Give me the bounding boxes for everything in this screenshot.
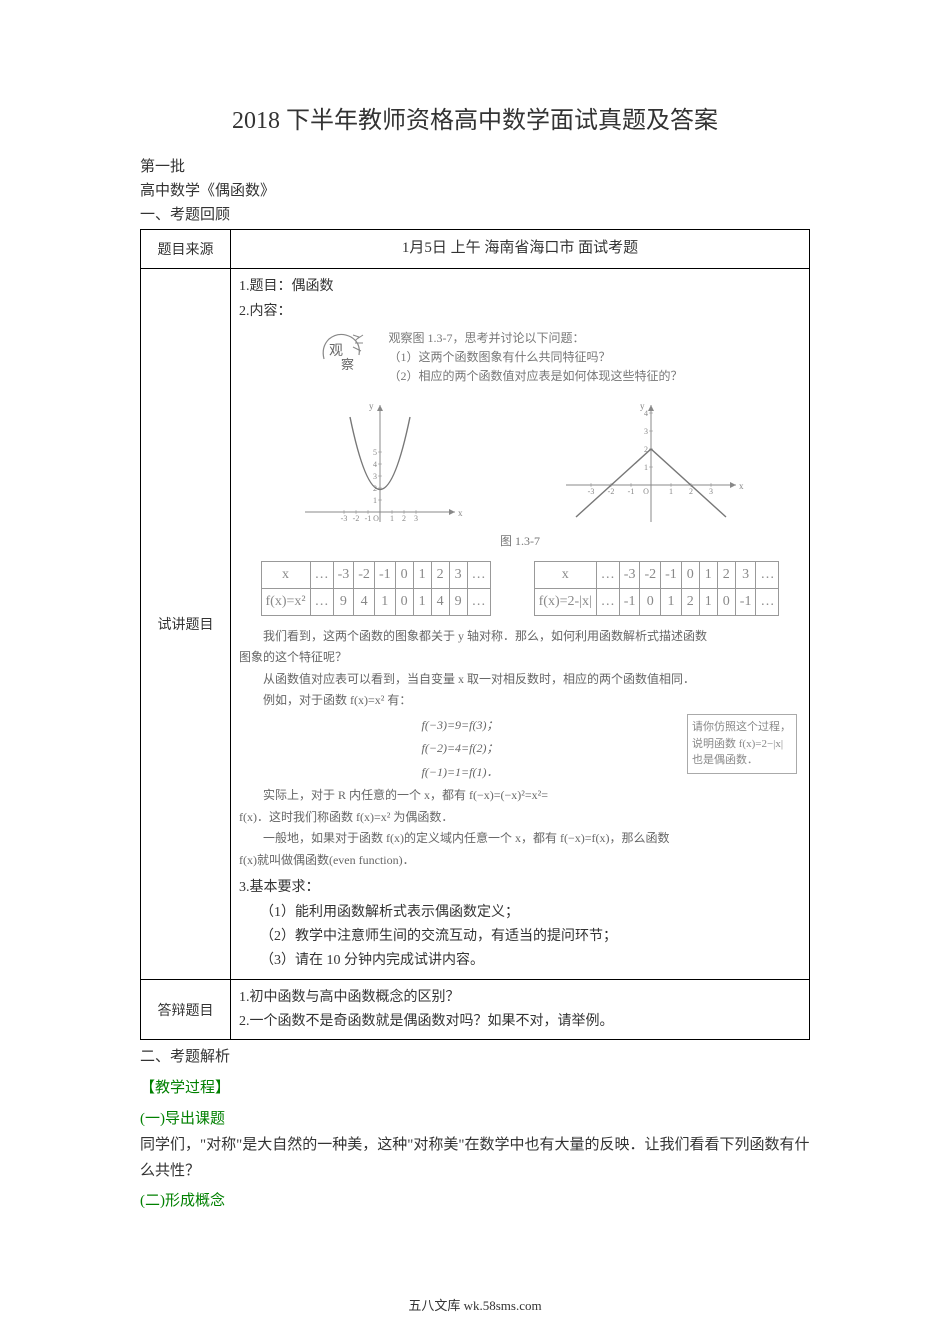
table-row: x … -3 -2 -1 0 1 2 3 … — [534, 562, 779, 589]
table-row: 题目来源 1月5日 上午 海南省海口市 面试考题 — [141, 230, 810, 269]
observe-block: 观 察 观察图 1.3-7，思考并讨论以下问题： （1）这两个函数图象有什么共同… — [239, 329, 801, 387]
svg-text:3: 3 — [373, 472, 377, 481]
subject-line: 高中数学《偶函数》 — [140, 179, 810, 203]
observe-text: 观察图 1.3-7，思考并讨论以下问题： （1）这两个函数图象有什么共同特征吗？… — [389, 329, 683, 387]
graphs-row: x y -3-2-1 O 123 123 45 — [249, 397, 791, 527]
para3: 例如，对于函数 f(x)=x² 有： — [239, 690, 801, 712]
svg-text:-3: -3 — [587, 487, 594, 496]
para4a: 实际上，对于 R 内任意的一个 x，都有 f(−x)=(−x)²=x²= — [239, 785, 801, 807]
page-title: 2018 下半年教师资格高中数学面试真题及答案 — [140, 100, 810, 135]
batch-line: 第一批 — [140, 155, 810, 179]
defense-content: 1.初中函数与高中函数概念的区别？ 2.一个函数不是奇函数就是偶函数对吗？如果不… — [231, 979, 810, 1040]
parabola-graph: x y -3-2-1 O 123 123 45 — [295, 397, 465, 527]
svg-text:-1: -1 — [364, 514, 371, 523]
question-table: 题目来源 1月5日 上午 海南省海口市 面试考题 试讲题目 1.题目：偶函数 2… — [140, 229, 810, 1040]
item3: 3.基本要求： — [239, 876, 801, 900]
svg-text:-1: -1 — [627, 487, 634, 496]
analysis-header: 二、考题解析 — [140, 1044, 810, 1071]
svg-text:4: 4 — [644, 409, 648, 418]
svg-text:2: 2 — [689, 487, 693, 496]
para5a: 一般地，如果对于函数 f(x)的定义域内任意一个 x，都有 f(−x)=f(x)… — [239, 828, 801, 850]
req3: （3）请在 10 分钟内完成试讲内容。 — [260, 949, 801, 973]
para1a: 我们看到，这两个函数的图象都关于 y 轴对称．那么，如何利用函数解析式描述函数 — [239, 626, 801, 648]
data-tables: x … -3 -2 -1 0 1 2 3 … f(x)=x² … 9 — [239, 561, 801, 616]
table-row: 答辩题目 1.初中函数与高中函数概念的区别？ 2.一个函数不是奇函数就是偶函数对… — [141, 979, 810, 1040]
svg-text:5: 5 — [373, 448, 377, 457]
step2-header: (二)形成概念 — [140, 1188, 810, 1215]
svg-text:1: 1 — [390, 514, 394, 523]
svg-text:4: 4 — [373, 460, 377, 469]
process-header: 【教学过程】 — [140, 1075, 810, 1102]
item1: 1.题目：偶函数 — [239, 275, 801, 299]
source-value: 1月5日 上午 海南省海口市 面试考题 — [231, 230, 810, 269]
defense-label: 答辩题目 — [141, 979, 231, 1040]
para4b: f(x)．这时我们称函数 f(x)=x² 为偶函数． — [239, 807, 801, 829]
table-row: f(x)=x² … 9 4 1 0 1 4 9 … — [261, 588, 490, 615]
req2: （2）教学中注意师生间的交流互动，有适当的提问环节； — [260, 925, 801, 949]
data-table-1: x … -3 -2 -1 0 1 2 3 … f(x)=x² … 9 — [261, 561, 491, 616]
step1-text: 同学们，"对称"是大自然的一种美，这种"对称美"在数学中也有大量的反映．让我们看… — [140, 1133, 810, 1184]
svg-text:3: 3 — [414, 514, 418, 523]
svg-text:1: 1 — [644, 463, 648, 472]
para2: 从函数值对应表可以看到，当自变量 x 取一对相反数时，相应的两个函数值相同． — [239, 669, 801, 691]
obs-line1: 观察图 1.3-7，思考并讨论以下问题： — [389, 331, 585, 345]
step1-header: (一)导出课题 — [140, 1106, 810, 1133]
table-row: x … -3 -2 -1 0 1 2 3 … — [261, 562, 490, 589]
table-row: f(x)=2-|x| … -1 0 1 2 1 0 -1 … — [534, 588, 779, 615]
vshape-graph: x y -3-2-1 O 123 1234 — [556, 397, 746, 527]
obs-line3: （2）相应的两个函数值对应表是如何体现这些特征的？ — [389, 369, 683, 383]
svg-text:-3: -3 — [340, 514, 347, 523]
lecture-label: 试讲题目 — [141, 268, 231, 979]
svg-text:x: x — [458, 508, 463, 518]
lecture-content: 1.题目：偶函数 2.内容： 观 察 观察图 1.3-7，思考并讨论以下问题： … — [231, 268, 810, 979]
req1: （1）能利用函数解析式表示偶函数定义； — [260, 901, 801, 925]
side-note: 请你仿照这个过程，说明函数 f(x)=2−|x| 也是偶函数． — [687, 714, 797, 774]
table-row: 试讲题目 1.题目：偶函数 2.内容： 观 察 观察图 1.3-7，思考并讨论以… — [141, 268, 810, 979]
svg-text:O: O — [373, 514, 379, 523]
item2: 2.内容： — [239, 300, 801, 324]
svg-text:O: O — [643, 487, 649, 496]
para5b: f(x)就叫做偶函数(even function)． — [239, 850, 801, 872]
svg-text:y: y — [369, 401, 374, 411]
review-header: 一、考题回顾 — [140, 203, 810, 227]
observe-icon: 观 察 — [319, 329, 365, 382]
svg-text:2: 2 — [402, 514, 406, 523]
defense2: 2.一个函数不是奇函数就是偶函数对吗？如果不对，请举例。 — [239, 1010, 801, 1034]
footer-text: 五八文库 wk.58sms.com — [0, 1295, 950, 1314]
obs-line2: （1）这两个函数图象有什么共同特征吗？ — [389, 350, 611, 364]
svg-text:3: 3 — [644, 427, 648, 436]
graph-caption: 图 1.3-7 — [239, 531, 801, 551]
svg-text:1: 1 — [669, 487, 673, 496]
svg-text:x: x — [739, 481, 744, 491]
defense1: 1.初中函数与高中函数概念的区别？ — [239, 986, 801, 1010]
para1b: 图象的这个特征呢？ — [239, 647, 801, 669]
svg-text:-2: -2 — [352, 514, 359, 523]
svg-text:-2: -2 — [607, 487, 614, 496]
svg-text:3: 3 — [709, 487, 713, 496]
svg-text:1: 1 — [373, 496, 377, 505]
data-table-2: x … -3 -2 -1 0 1 2 3 … f(x)=2-|x| … — [534, 561, 780, 616]
svg-text:察: 察 — [341, 357, 354, 372]
source-label: 题目来源 — [141, 230, 231, 269]
